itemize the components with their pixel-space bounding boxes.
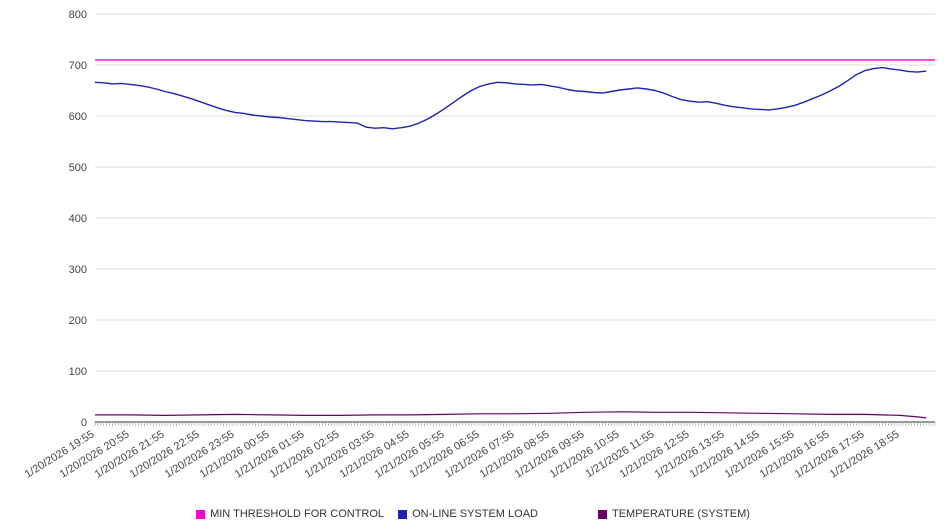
- legend-item-online-system-load: ON-LINE SYSTEM LOAD: [398, 508, 538, 520]
- y-tick-label: 700: [69, 60, 87, 72]
- y-tick-label: 100: [69, 366, 87, 378]
- series-line-1: [94, 66, 927, 130]
- legend-item-min-threshold: MIN THRESHOLD FOR CONTROL: [196, 508, 384, 520]
- y-tick-label: 0: [81, 417, 87, 429]
- legend-label-online-system-load: ON-LINE SYSTEM LOAD: [412, 508, 538, 520]
- y-tick-label: 600: [69, 111, 87, 123]
- y-tick-label: 800: [69, 9, 87, 21]
- legend-swatch-min-threshold: [196, 509, 206, 519]
- legend-label-min-threshold: MIN THRESHOLD FOR CONTROL: [210, 508, 385, 520]
- legend-swatch-temperature-system: [597, 509, 607, 519]
- y-tick-label: 400: [69, 213, 87, 225]
- y-tick-label: 300: [69, 264, 87, 276]
- legend-swatch-online-system-load: [398, 509, 408, 519]
- y-tick-label: 500: [69, 162, 87, 174]
- series-line-2: [95, 411, 927, 419]
- legend-label-temperature-system: TEMPERATURE (SYSTEM): [611, 508, 750, 520]
- legend-item-temperature-system: TEMPERATURE (SYSTEM): [597, 508, 750, 520]
- chart-legend: MIN THRESHOLD FOR CONTROL ON-LINE SYSTEM…: [0, 508, 946, 520]
- y-tick-label: 200: [69, 315, 87, 327]
